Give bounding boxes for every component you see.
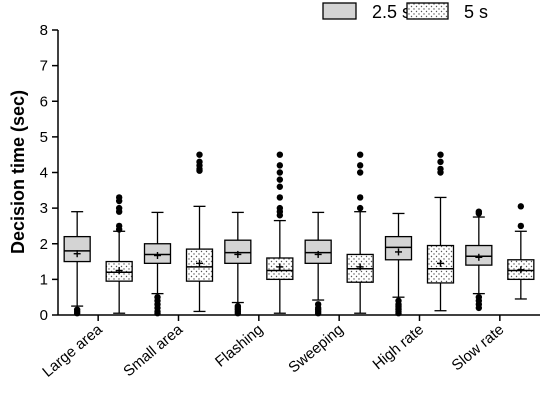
outlier-point <box>196 151 203 158</box>
outlier-point <box>115 194 123 201</box>
x-tick-label: Large area <box>39 321 106 381</box>
outlier-point <box>276 162 284 169</box>
y-tick-label: 8 <box>40 22 48 39</box>
box-2-5s <box>224 211 252 317</box>
y-tick-label: 0 <box>40 307 48 324</box>
plot-area <box>63 151 535 317</box>
outlier-point <box>356 204 364 212</box>
outlier-point <box>517 222 525 230</box>
box-5s <box>507 203 535 300</box>
outlier-point <box>276 176 284 183</box>
box-5s <box>426 151 455 312</box>
outlier-point <box>356 169 364 176</box>
outlier-point <box>314 301 322 308</box>
outlier-point <box>437 151 444 158</box>
y-tick-label: 4 <box>40 165 48 182</box>
y-tick-label: 5 <box>40 129 48 146</box>
box-5s <box>346 151 374 314</box>
x-axis: Large area Small area Flashing Sweeping High… <box>39 314 540 381</box>
outlier-point <box>115 204 123 212</box>
outlier-point <box>517 203 525 210</box>
legend-swatch-5s <box>406 2 449 20</box>
legend-label-2-5s: 2.5 s <box>372 2 411 22</box>
outlier-point <box>475 208 483 215</box>
outlier-point <box>437 165 444 173</box>
x-tick-label: Sweeping <box>285 321 346 376</box>
y-tick-label: 1 <box>40 271 48 288</box>
outlier-point <box>73 306 81 313</box>
box-iqr <box>384 235 413 261</box>
y-tick-label: 3 <box>40 200 48 217</box>
outlier-point <box>475 293 483 301</box>
box-2-5s <box>465 208 493 312</box>
box-5s <box>185 151 214 313</box>
x-tick-label: Flashing <box>212 321 266 370</box>
box-2-5s <box>143 211 172 317</box>
legend-label-5s: 5 s <box>464 2 488 22</box>
y-tick-label: 2 <box>40 236 48 253</box>
box-2-5s <box>384 212 413 317</box>
outlier-point <box>276 194 284 201</box>
outlier-point <box>437 158 444 166</box>
legend-swatch-2-5s <box>322 2 357 20</box>
outlier-point <box>356 151 364 158</box>
box-5s <box>266 151 294 314</box>
y-axis: 0 1 2 3 4 5 6 7 8 <box>40 22 59 324</box>
legend: 2.5 s 5 s <box>322 2 488 22</box>
y-tick-label: 6 <box>40 93 48 110</box>
x-tick-label: Small area <box>120 321 186 381</box>
box-2-5s <box>63 211 91 317</box>
box-5s <box>105 194 133 314</box>
outlier-point <box>276 169 284 176</box>
outlier-point <box>356 194 364 201</box>
outlier-point <box>234 302 242 310</box>
y-tick-label: 7 <box>40 58 48 75</box>
outlier-point <box>276 151 284 158</box>
x-tick-label: Slow rate <box>449 321 508 374</box>
outlier-point <box>276 204 284 212</box>
box-iqr <box>63 235 91 263</box>
outlier-point <box>154 293 161 301</box>
outlier-point <box>395 297 402 304</box>
y-axis-title: Decision time (sec) <box>8 90 28 254</box>
box-2-5s <box>304 211 332 317</box>
x-tick-label: High rate <box>370 321 428 373</box>
outlier-point <box>276 183 284 190</box>
outlier-point <box>356 162 364 169</box>
outlier-point <box>196 158 203 166</box>
outlier-point <box>115 222 123 230</box>
